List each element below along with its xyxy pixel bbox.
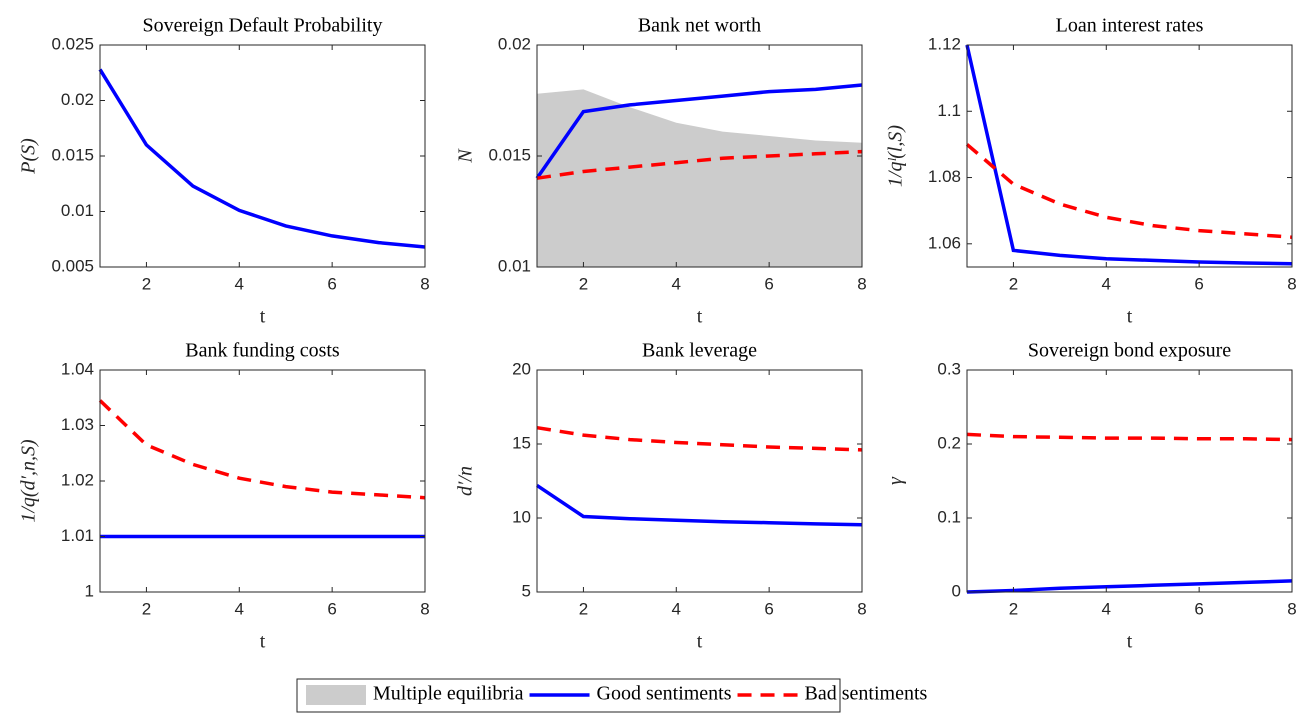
axes-box	[966, 44, 1293, 268]
y-tick-label: 1.04	[61, 359, 94, 378]
y-axis-label: 1/qˡ(l,S)	[885, 125, 907, 187]
line	[535, 83, 863, 180]
y-tick-label: 0.3	[937, 359, 961, 378]
y-tick-label: 20	[512, 359, 531, 378]
x-tick-label: 4	[235, 274, 244, 293]
x-tick-label: 6	[327, 274, 336, 293]
y-tick-label: 0.015	[51, 145, 94, 164]
x-tick-label: 6	[764, 599, 773, 618]
legend-label: Bad sentiments	[805, 683, 928, 705]
x-tick-label: 8	[1287, 599, 1296, 618]
x-tick-label: 6	[764, 274, 773, 293]
y-tick-label: 1	[85, 581, 94, 600]
x-tick-label: 2	[142, 274, 151, 293]
y-tick-label: 1.03	[61, 415, 94, 434]
area	[537, 89, 862, 268]
y-tick-label: 0.015	[488, 145, 531, 164]
x-tick-label: 4	[235, 599, 244, 618]
x-tick-label: 6	[327, 599, 336, 618]
x-tick-label: 8	[420, 274, 429, 293]
axes-box	[966, 369, 1293, 593]
x-tick-label: 8	[420, 599, 429, 618]
x-axis-label: t	[697, 631, 703, 653]
y-tick-label: 0.1	[937, 507, 961, 526]
y-tick-label: 1.06	[928, 233, 961, 252]
y-tick-label: 1.01	[61, 526, 94, 545]
x-tick-label: 4	[672, 274, 681, 293]
y-tick-label: 15	[512, 433, 531, 452]
line	[98, 68, 426, 249]
y-tick-label: 5	[522, 581, 531, 600]
x-axis-label: t	[1127, 306, 1133, 328]
y-tick-label: 1.12	[928, 34, 961, 53]
line	[966, 579, 1293, 594]
legend-label: Good sentiments	[597, 683, 732, 705]
panel-title: Sovereign bond exposure	[1028, 340, 1231, 362]
y-tick-label: 0.02	[61, 90, 94, 109]
line	[966, 432, 1293, 442]
x-tick-label: 2	[579, 599, 588, 618]
line	[965, 44, 1293, 266]
y-tick-label: 1.02	[61, 470, 94, 489]
y-tick-label: 10	[512, 507, 531, 526]
y-tick-label: 1.1	[937, 101, 961, 120]
y-axis-label: d′/n	[455, 466, 477, 496]
y-tick-label: 0.025	[51, 34, 94, 53]
axes-box	[99, 44, 426, 268]
legend-swatch	[306, 685, 366, 705]
panel-title: Sovereign Default Probability	[143, 15, 383, 37]
y-axis-label: P(S)	[18, 138, 40, 175]
panel-title: Bank leverage	[642, 340, 757, 362]
x-tick-label: 4	[1102, 599, 1111, 618]
y-tick-label: 0.005	[51, 256, 94, 275]
legend-label: Multiple equilibria	[373, 683, 524, 705]
line	[536, 425, 863, 452]
x-tick-label: 2	[1009, 274, 1018, 293]
line	[965, 143, 1293, 239]
x-axis-label: t	[260, 306, 266, 328]
x-tick-label: 4	[672, 599, 681, 618]
line	[536, 149, 863, 180]
y-tick-label: 0.2	[937, 433, 961, 452]
panel-title: Loan interest rates	[1056, 15, 1204, 37]
y-tick-label: 0.01	[61, 201, 94, 220]
x-tick-label: 2	[142, 599, 151, 618]
y-tick-label: 0.01	[498, 256, 531, 275]
x-tick-label: 2	[1009, 599, 1018, 618]
axes-box	[536, 369, 863, 593]
x-tick-label: 8	[1287, 274, 1296, 293]
panel-title: Bank net worth	[638, 15, 761, 37]
x-tick-label: 8	[857, 599, 866, 618]
panel-title: Bank funding costs	[185, 340, 340, 362]
x-tick-label: 2	[579, 274, 588, 293]
y-axis-label: γ	[885, 476, 907, 485]
x-tick-label: 4	[1102, 274, 1111, 293]
y-axis-label: N	[455, 148, 477, 164]
line	[536, 483, 863, 527]
x-tick-label: 8	[857, 274, 866, 293]
x-axis-label: t	[697, 306, 703, 328]
y-tick-label: 1.08	[928, 167, 961, 186]
x-tick-label: 6	[1194, 274, 1203, 293]
y-tick-label: 0	[952, 581, 961, 600]
x-tick-label: 6	[1194, 599, 1203, 618]
x-axis-label: t	[260, 631, 266, 653]
line	[98, 399, 426, 500]
y-tick-label: 0.02	[498, 34, 531, 53]
y-axis-label: 1/q(d′,n,S)	[18, 439, 40, 523]
x-axis-label: t	[1127, 631, 1133, 653]
